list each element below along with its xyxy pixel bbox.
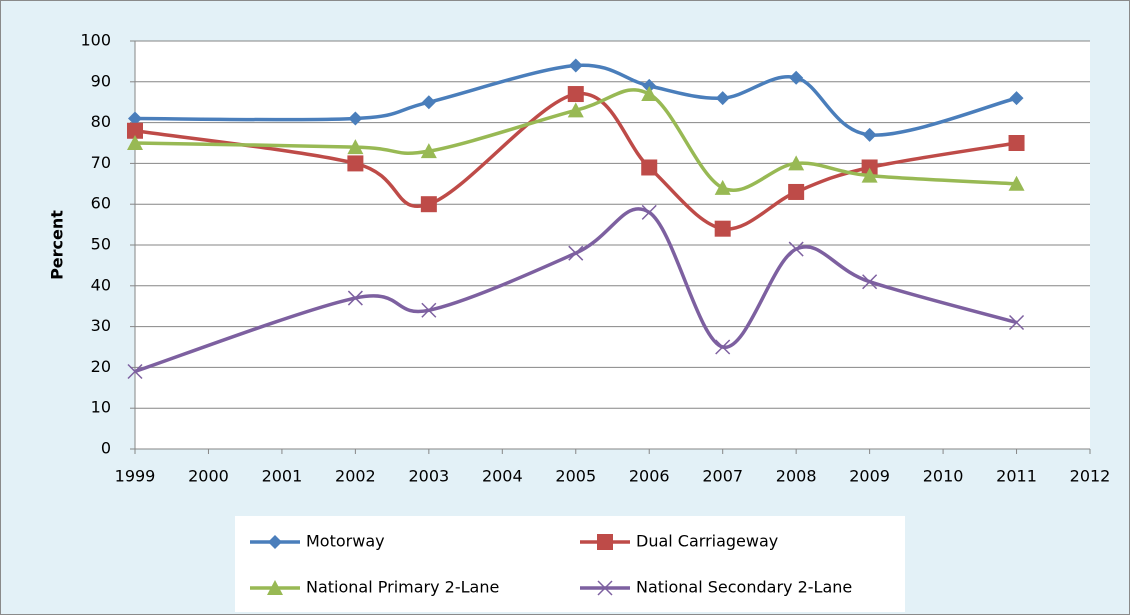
- x-tick-label: 2002: [335, 467, 376, 486]
- y-tick-label: 60: [91, 194, 111, 213]
- x-tick-label: 2010: [923, 467, 964, 486]
- marker: [641, 86, 658, 102]
- marker: [347, 290, 363, 306]
- marker: [1009, 91, 1024, 106]
- marker: [1009, 314, 1025, 331]
- y-tick-label: 0: [101, 439, 111, 458]
- y-tick-label: 40: [91, 275, 111, 294]
- marker: [641, 204, 657, 220]
- marker: [347, 155, 364, 172]
- marker: [788, 183, 805, 200]
- y-tick-label: 50: [91, 235, 111, 254]
- x-tick-label: 2006: [629, 467, 670, 486]
- legend-label: Dual Carriageway: [636, 532, 778, 551]
- x-tick-label: 2004: [482, 467, 523, 486]
- marker: [788, 241, 804, 257]
- y-tick-label: 30: [91, 316, 111, 335]
- x-tick-label: 2001: [262, 467, 303, 486]
- y-tick-label: 80: [91, 112, 111, 131]
- marker: [420, 196, 437, 213]
- marker: [641, 159, 658, 176]
- marker: [597, 534, 613, 550]
- marker: [714, 220, 731, 237]
- marker: [567, 86, 584, 103]
- marker: [642, 78, 657, 93]
- marker: [714, 179, 731, 195]
- y-tick-label: 70: [91, 153, 111, 172]
- marker: [861, 159, 878, 176]
- marker: [715, 339, 731, 355]
- x-tick-label: 2005: [555, 467, 596, 486]
- legend-label: Motorway: [306, 532, 385, 551]
- x-tick-label: 2009: [849, 467, 890, 486]
- y-tick-label: 20: [91, 357, 111, 376]
- marker: [127, 363, 143, 380]
- legend-label: National Primary 2-Lane: [306, 578, 499, 597]
- y-tick-label: 90: [91, 71, 111, 90]
- marker: [788, 155, 805, 171]
- x-tick-label: 2007: [702, 467, 743, 486]
- marker: [862, 127, 877, 142]
- x-tick-label: 2003: [408, 467, 449, 486]
- y-tick-label: 100: [80, 31, 111, 50]
- marker: [268, 535, 282, 549]
- x-tick-label: 2012: [1070, 467, 1111, 486]
- marker: [127, 135, 143, 150]
- legend: [235, 516, 905, 612]
- marker: [127, 122, 143, 139]
- marker: [421, 302, 437, 318]
- marker: [348, 111, 363, 126]
- marker: [567, 102, 584, 118]
- x-tick-label: 2008: [776, 467, 817, 486]
- marker: [267, 580, 283, 595]
- x-tick-label: 1999: [115, 467, 156, 486]
- marker: [862, 274, 878, 290]
- legend-label: National Secondary 2-Lane: [636, 578, 852, 597]
- marker: [420, 143, 437, 159]
- marker: [421, 95, 436, 110]
- marker: [1008, 135, 1025, 151]
- marker: [128, 111, 142, 126]
- x-tick-label: 2011: [996, 467, 1037, 486]
- marker: [597, 580, 613, 596]
- marker: [789, 70, 804, 85]
- marker: [1008, 175, 1025, 191]
- marker: [715, 91, 730, 106]
- y-axis-label: Percent: [48, 210, 67, 280]
- marker: [861, 167, 878, 183]
- x-tick-label: 2000: [188, 467, 229, 486]
- y-tick-label: 10: [91, 398, 111, 417]
- marker: [347, 139, 364, 155]
- marker: [568, 58, 583, 73]
- marker: [568, 245, 584, 261]
